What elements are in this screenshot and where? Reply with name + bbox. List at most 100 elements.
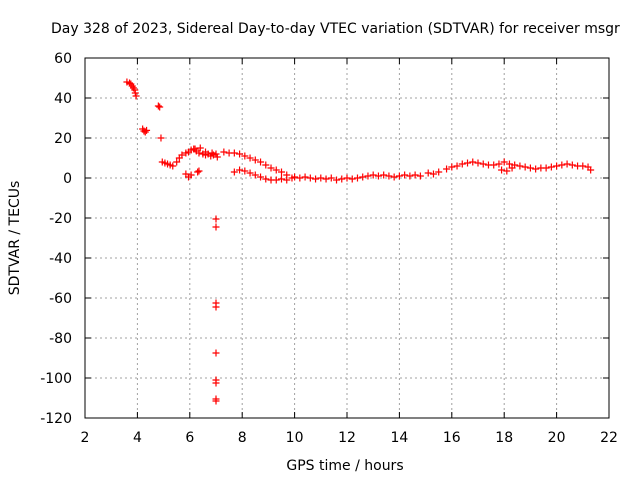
data-point xyxy=(131,89,139,97)
data-point xyxy=(395,172,403,180)
data-point xyxy=(212,349,220,357)
data-point xyxy=(251,156,259,164)
data-point xyxy=(213,153,221,161)
x-tick-label: 6 xyxy=(185,430,194,446)
data-point xyxy=(278,168,285,176)
data-point xyxy=(202,148,210,156)
data-point xyxy=(526,164,534,172)
data-point xyxy=(411,171,419,179)
data-point xyxy=(547,163,555,171)
data-point xyxy=(343,174,351,182)
data-point xyxy=(317,174,325,182)
x-tick-labels: 2 4 6 8 10 12 14 16 18 20 22 xyxy=(81,430,618,446)
y-axis-label: SDTVAR / TECUs xyxy=(7,181,23,296)
data-point xyxy=(458,160,466,168)
data-point xyxy=(505,160,513,168)
data-point xyxy=(212,215,220,223)
data-point xyxy=(257,173,265,181)
x-tick-label: 14 xyxy=(390,430,408,446)
data-point xyxy=(212,303,220,311)
data-point xyxy=(220,148,228,156)
y-tick-label: -60 xyxy=(49,291,72,307)
data-point xyxy=(401,171,409,179)
data-point xyxy=(435,168,443,176)
data-point xyxy=(448,163,456,171)
data-point xyxy=(212,379,220,387)
grid xyxy=(85,58,609,418)
data-point xyxy=(359,173,367,181)
chart-title: Day 328 of 2023, Sidereal Day-to-day VTE… xyxy=(51,21,620,37)
data-point xyxy=(262,161,270,169)
data-point xyxy=(327,174,335,182)
data-point xyxy=(453,162,461,170)
y-tick-label: 20 xyxy=(54,131,72,147)
data-point xyxy=(246,154,254,162)
y-tick-label: 60 xyxy=(54,51,72,67)
x-tick-label: 20 xyxy=(548,430,566,446)
x-tick-label: 18 xyxy=(495,430,513,446)
data-point xyxy=(385,172,393,180)
data-point xyxy=(196,144,204,152)
data-point xyxy=(236,166,244,174)
x-tick-label: 12 xyxy=(338,430,356,446)
data-point xyxy=(503,167,511,175)
data-point xyxy=(364,172,372,180)
data-point xyxy=(212,150,220,158)
data-point xyxy=(500,158,508,166)
data-point xyxy=(169,162,177,170)
data-point xyxy=(251,171,259,179)
data-point xyxy=(278,175,285,183)
data-point xyxy=(579,162,587,170)
data-point xyxy=(568,161,576,169)
data-point xyxy=(443,165,451,173)
y-tick-label: -80 xyxy=(49,331,72,347)
data-point xyxy=(296,174,304,182)
data-point xyxy=(143,126,151,134)
data-point xyxy=(191,145,199,153)
data-point xyxy=(429,170,437,178)
data-point xyxy=(532,165,540,173)
data-point xyxy=(424,169,432,177)
data-point xyxy=(322,175,330,183)
data-point xyxy=(195,149,203,157)
x-tick-label: 4 xyxy=(133,430,142,446)
data-point xyxy=(374,172,382,180)
data-point xyxy=(469,158,477,166)
data-point xyxy=(194,168,202,176)
data-point xyxy=(479,160,487,168)
data-point xyxy=(230,168,238,176)
data-points xyxy=(123,78,595,405)
y-tick-label: 0 xyxy=(63,171,72,187)
data-point xyxy=(236,150,244,158)
data-point xyxy=(369,171,377,179)
x-tick-label: 2 xyxy=(81,430,90,446)
data-point xyxy=(132,92,140,100)
data-point xyxy=(558,161,566,169)
data-point xyxy=(353,174,361,182)
data-point xyxy=(157,134,165,142)
data-point xyxy=(495,160,503,168)
plot-frame xyxy=(84,57,610,419)
data-point xyxy=(490,161,498,169)
data-point xyxy=(272,176,280,184)
data-point xyxy=(416,172,424,180)
data-point xyxy=(154,102,162,110)
x-tick-label: 8 xyxy=(238,430,247,446)
x-tick-label: 22 xyxy=(600,430,618,446)
data-point xyxy=(208,149,216,157)
data-point xyxy=(553,162,561,170)
y-tick-label: -40 xyxy=(49,251,72,267)
data-point xyxy=(312,175,320,183)
data-point xyxy=(230,149,238,157)
data-point xyxy=(498,166,506,174)
data-point xyxy=(474,159,482,167)
data-point xyxy=(173,158,181,166)
y-tick-labels: 60 40 20 0 -20 -40 -60 -80 -100 -120 xyxy=(40,51,72,427)
data-point xyxy=(587,166,595,174)
data-point xyxy=(406,172,414,180)
data-point xyxy=(272,166,280,174)
data-point xyxy=(563,160,571,168)
y-tick-label: 40 xyxy=(54,91,72,107)
data-point xyxy=(156,103,164,111)
